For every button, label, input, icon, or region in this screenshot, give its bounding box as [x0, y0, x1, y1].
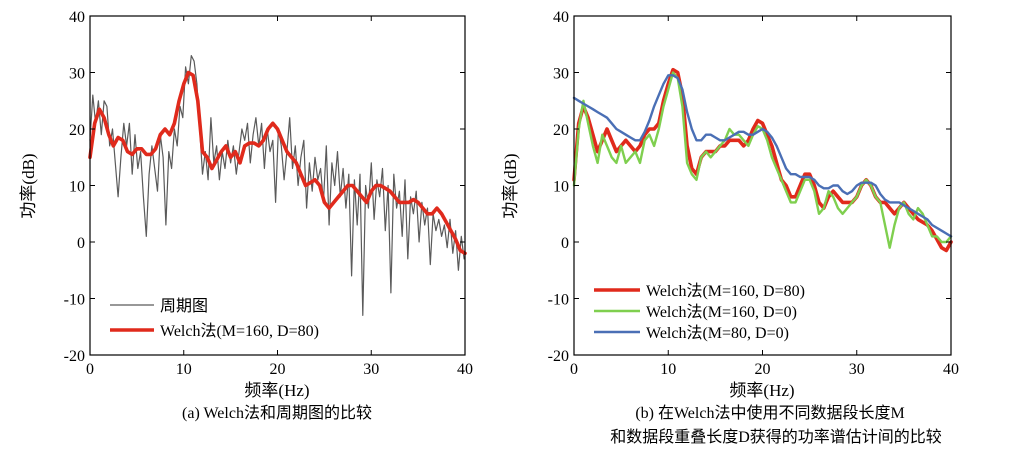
- chart-a-plot-frame: [89, 15, 466, 356]
- chart-b-x-tick-label: 0: [570, 361, 578, 378]
- chart-b-legend-label-1: Welch法(M=160, D=80): [646, 282, 805, 300]
- chart-a-y-tick-label: -10: [64, 292, 85, 309]
- chart-a-legend-label-2: Welch法(M=160, D=80): [160, 322, 319, 340]
- chart-a-legend: 周期图 Welch法(M=160, D=80): [110, 297, 319, 340]
- chart-a-y-tick-label: -20: [64, 348, 85, 365]
- chart-b-x-tick-label: 40: [943, 361, 959, 378]
- chart-b-y-tick-label: -10: [548, 292, 569, 309]
- chart-b-y-tick-label: 20: [553, 122, 569, 139]
- chart-b-y-tick-label: 10: [553, 179, 569, 196]
- chart-b-series-group: [572, 67, 953, 253]
- chart-a-x-tick-label: 20: [270, 361, 286, 378]
- chart-a-y-tick-label: 10: [69, 179, 85, 196]
- chart-a-x-tick-label: 10: [176, 361, 192, 378]
- chart-a-y-tick-label: 20: [69, 122, 85, 139]
- chart-a-caption: (a) Welch法和周期图的比较: [182, 404, 372, 422]
- chart-a-x-tick-label: 40: [457, 361, 473, 378]
- chart-a-series-line-1: [89, 54, 465, 316]
- chart-a-x-axis-label: 频率(Hz): [244, 381, 309, 400]
- chart-b-caption-line-2: 和数据段重叠长度D获得的功率谱估计间的比较: [610, 428, 942, 446]
- chart-a-x-tick-label: 0: [86, 361, 94, 378]
- chart-b-x-tick-label: 30: [849, 361, 865, 378]
- chart-a-x-tick-label: 30: [363, 361, 379, 378]
- chart-b-series-line-2: [572, 71, 953, 249]
- chart-b-x-tick-label: 20: [755, 361, 771, 378]
- chart-b-y-tick-label: 40: [553, 9, 569, 26]
- chart-b-series-line-3: [572, 74, 953, 238]
- chart-b-caption-line-1: (b) 在Welch法中使用不同数据段长度M: [635, 404, 904, 422]
- chart-b-y-tick-label: 0: [561, 235, 569, 252]
- chart-a-y-tick-label: 40: [69, 9, 85, 26]
- chart-a-series-group: [88, 54, 467, 316]
- chart-a-y-tick-label: 0: [77, 235, 85, 252]
- chart-a-y-axis-label: 功率(dB): [19, 153, 38, 218]
- chart-a-series-line-2: [88, 70, 467, 256]
- chart-b-y-tick-label: 30: [553, 66, 569, 83]
- chart-b-x-tick-label: 10: [660, 361, 676, 378]
- chart-a: 0 10 20 30 40 -20 -10 0 10 20 30 40 频率(Hz) 功率(dB) 周…: [19, 9, 473, 422]
- chart-b-y-tick-label: -20: [548, 348, 569, 365]
- chart-a-y-tick-label: 30: [69, 66, 85, 83]
- chart-b-legend-label-3: Welch法(M=80, D=0): [646, 324, 789, 342]
- chart-b-x-axis-label: 频率(Hz): [729, 381, 794, 400]
- chart-b-legend-label-2: Welch法(M=160, D=0): [646, 303, 797, 321]
- chart-a-legend-label-1: 周期图: [160, 297, 208, 315]
- chart-b-series-line-1: [572, 67, 953, 253]
- chart-b: 0 10 20 30 40 -20 -10 0 10 20 30 40 频率(Hz) 功率(dB) W…: [501, 9, 959, 446]
- chart-b-legend: Welch法(M=160, D=80) Welch法(M=160, D=0) Wel…: [594, 282, 805, 342]
- chart-b-y-axis-label: 功率(dB): [501, 153, 520, 218]
